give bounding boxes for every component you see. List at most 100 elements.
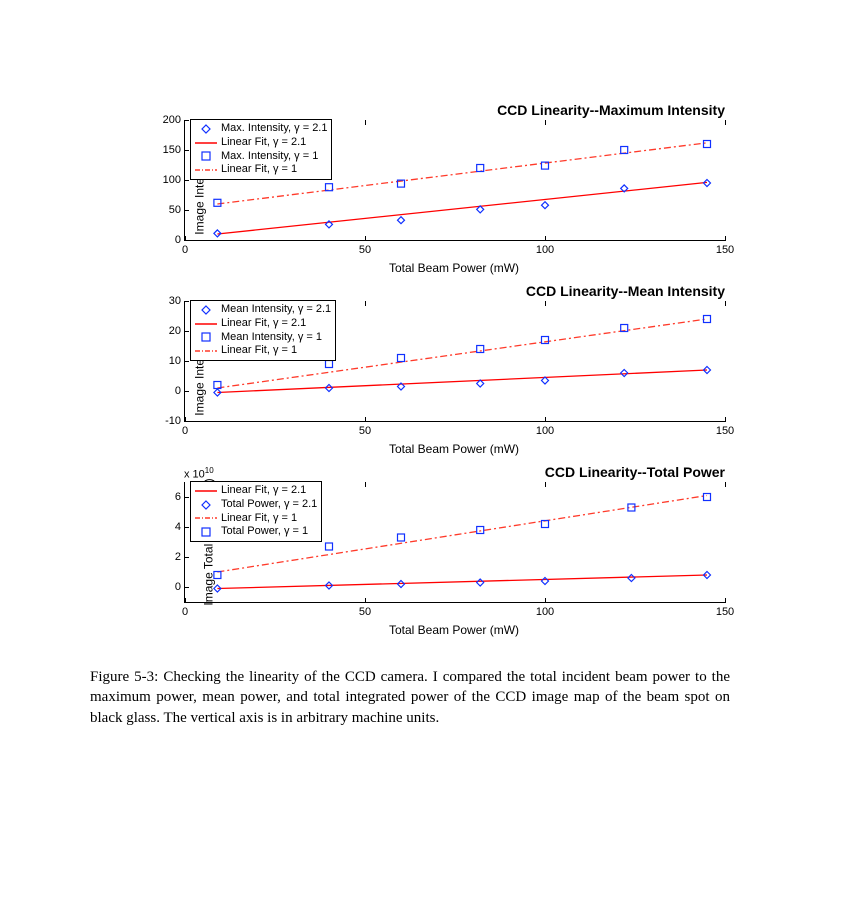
legend-label: Max. Intensity, γ = 1 (221, 150, 318, 164)
ytick-mark (184, 301, 189, 302)
legend-label: Total Power, γ = 1 (221, 525, 308, 539)
xtick: 150 (716, 240, 734, 256)
ytick: 150 (141, 144, 185, 156)
legend-item: Total Power, γ = 2.1 (195, 498, 317, 512)
legend-label: Linear Fit, γ = 2.1 (221, 136, 306, 150)
xtick-mark (365, 598, 366, 603)
legend-swatch (195, 346, 217, 356)
legend-swatch (195, 486, 217, 496)
ytick-mark (184, 180, 189, 181)
toptick-mark (545, 301, 546, 306)
toptick-mark (545, 482, 546, 487)
ytick: 10 (141, 355, 185, 367)
xtick: 100 (536, 240, 554, 256)
x-axis-label: Total Beam Power (mW) (184, 261, 724, 275)
legend-label: Linear Fit, γ = 1 (221, 512, 297, 526)
legend-item: Mean Intensity, γ = 2.1 (195, 303, 331, 317)
xtick-mark (545, 236, 546, 241)
xtick: 50 (359, 602, 371, 618)
caption-label: Figure 5-3: (90, 669, 158, 685)
xtick: 0 (182, 421, 188, 437)
toptick-mark (365, 301, 366, 306)
ytick: 100 (141, 174, 185, 186)
legend-label: Linear Fit, γ = 1 (221, 163, 297, 177)
toptick-mark (725, 120, 726, 125)
caption-body: Checking the linearity of the CCD camera… (90, 669, 730, 726)
ytick: 50 (141, 204, 185, 216)
ytick: 0 (141, 234, 185, 246)
legend-swatch (195, 499, 217, 511)
xtick-mark (725, 417, 726, 422)
ytick-mark (184, 557, 189, 558)
toptick-mark (365, 482, 366, 487)
legend-item: Total Power, γ = 1 (195, 525, 317, 539)
chart-2: x 1010 CCD Linearity--Total Power Image … (140, 482, 780, 637)
plot-area: CCD Linearity--Maximum Intensity Image I… (184, 120, 725, 241)
ytick: 2 (141, 551, 185, 563)
legend-swatch (195, 165, 217, 175)
xtick-mark (185, 417, 186, 422)
xtick-mark (365, 236, 366, 241)
ytick-mark (184, 210, 189, 211)
chart-title: CCD Linearity--Mean Intensity (526, 283, 725, 299)
legend-swatch (195, 513, 217, 523)
legend-label: Linear Fit, γ = 1 (221, 344, 297, 358)
ytick-mark (184, 120, 189, 121)
xtick-mark (185, 236, 186, 241)
xtick-mark (185, 598, 186, 603)
chart-1: CCD Linearity--Mean Intensity Image Inte… (140, 301, 780, 456)
chart-title: CCD Linearity--Maximum Intensity (497, 102, 725, 118)
toptick-mark (545, 120, 546, 125)
legend-swatch (195, 526, 217, 538)
xtick-mark (725, 598, 726, 603)
xtick-mark (545, 417, 546, 422)
legend-swatch (195, 138, 217, 148)
legend-item: Max. Intensity, γ = 1 (195, 150, 327, 164)
legend-item: Mean Intensity, γ = 1 (195, 331, 331, 345)
ytick-mark (184, 497, 189, 498)
ytick: 20 (141, 325, 185, 337)
x-axis-label: Total Beam Power (mW) (184, 442, 724, 456)
legend-label: Linear Fit, γ = 2.1 (221, 484, 306, 498)
legend-item: Linear Fit, γ = 2.1 (195, 317, 331, 331)
legend-label: Mean Intensity, γ = 2.1 (221, 303, 331, 317)
xtick: 0 (182, 240, 188, 256)
plot-area: CCD Linearity--Mean Intensity Image Inte… (184, 301, 725, 422)
xtick: 100 (536, 602, 554, 618)
legend-item: Linear Fit, γ = 1 (195, 163, 327, 177)
xtick: 50 (359, 240, 371, 256)
xtick: 0 (182, 602, 188, 618)
xtick: 50 (359, 421, 371, 437)
ytick: 0 (141, 581, 185, 593)
ytick-mark (184, 331, 189, 332)
ytick: 200 (141, 114, 185, 126)
legend-item: Linear Fit, γ = 1 (195, 344, 331, 358)
chart-0: CCD Linearity--Maximum Intensity Image I… (140, 120, 780, 275)
toptick-mark (725, 482, 726, 487)
toptick-mark (725, 301, 726, 306)
legend-swatch (195, 123, 217, 135)
legend-swatch (195, 304, 217, 316)
legend-label: Max. Intensity, γ = 2.1 (221, 122, 327, 136)
ytick: -10 (141, 415, 185, 427)
charts-host: CCD Linearity--Maximum Intensity Image I… (90, 120, 790, 637)
xtick: 150 (716, 421, 734, 437)
ytick: 30 (141, 295, 185, 307)
ytick-mark (184, 527, 189, 528)
xtick-mark (365, 417, 366, 422)
legend-item: Linear Fit, γ = 2.1 (195, 484, 317, 498)
figure-container: CCD Linearity--Maximum Intensity Image I… (90, 120, 790, 728)
xtick-mark (725, 236, 726, 241)
ytick: 0 (141, 385, 185, 397)
chart-title: CCD Linearity--Total Power (545, 464, 725, 480)
legend: Linear Fit, γ = 2.1 Total Power, γ = 2.1… (190, 481, 322, 542)
ytick-mark (184, 361, 189, 362)
ytick: 4 (141, 521, 185, 533)
legend: Mean Intensity, γ = 2.1 Linear Fit, γ = … (190, 300, 336, 361)
legend-swatch (195, 331, 217, 343)
ytick-mark (184, 150, 189, 151)
ytick: 6 (141, 491, 185, 503)
legend: Max. Intensity, γ = 2.1 Linear Fit, γ = … (190, 119, 332, 180)
legend-label: Total Power, γ = 2.1 (221, 498, 317, 512)
xtick: 100 (536, 421, 554, 437)
